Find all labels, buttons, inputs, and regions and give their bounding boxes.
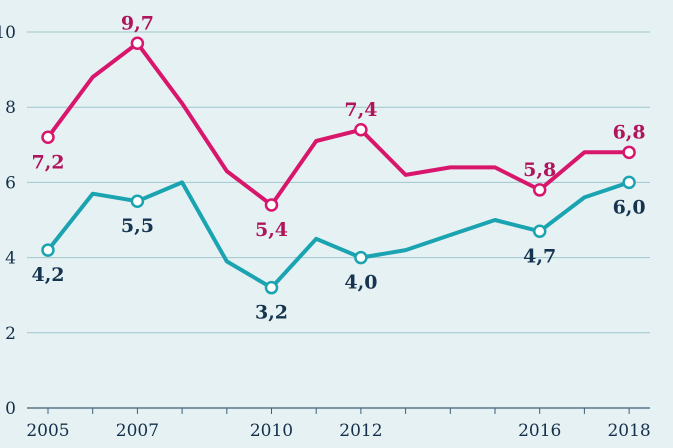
series-line-1 [46,180,632,290]
data-label-0-2018: 6,8 [613,121,646,143]
x-tick-label-2010: 2010 [250,421,293,441]
data-point-1-2018 [622,175,636,190]
data-label-1-2012: 4,0 [344,272,377,294]
data-label-1-2005: 4,2 [31,264,64,286]
series-group [41,36,636,295]
x-tick-label-2016: 2016 [518,421,561,441]
data-point-0-2007 [130,36,145,51]
y-tick-label-6: 6 [5,173,16,193]
series-line-0 [46,41,632,207]
data-labels: 7,2 9,7 5,4 7,4 5,8 6,8 4,2 5,5 3,2 4,0 4,7 6,0 [31,12,645,323]
y-tick-label-10: 10 [0,23,16,43]
data-point-1-2007 [130,194,145,208]
data-point-1-2010 [264,280,279,295]
x-axis-ticks: 2005 2007 2010 2012 2016 2018 [26,408,651,441]
data-point-0-2005 [41,130,55,145]
data-label-0-2007: 9,7 [121,12,154,34]
data-label-1-2007: 5,5 [121,215,154,237]
grid-lines [27,31,650,409]
x-tick-label-2007: 2007 [116,421,159,441]
data-label-0-2016: 5,8 [523,159,556,181]
y-axis-ticks: 0 2 4 6 8 10 [0,23,16,419]
y-tick-label-4: 4 [5,249,16,269]
y-tick-label-8: 8 [5,98,16,118]
data-label-1-2016: 4,7 [523,245,556,267]
data-point-1-2012 [354,250,368,265]
x-tick-label-2012: 2012 [339,421,382,441]
data-label-1-2018: 6,0 [613,196,646,218]
data-point-1-2005 [41,243,55,257]
x-tick-label-2018: 2018 [607,421,650,441]
data-point-0-2010 [264,198,279,212]
data-label-0-2010: 5,4 [255,219,288,241]
y-tick-label-0: 0 [5,399,16,419]
data-label-0-2012: 7,4 [344,99,377,121]
data-point-1-2016 [532,224,547,239]
data-point-0-2018 [622,145,636,160]
y-tick-label-2: 2 [5,324,16,344]
x-tick-label-2005: 2005 [26,421,69,441]
data-point-0-2016 [532,183,547,197]
data-label-1-2010: 3,2 [255,302,288,324]
data-label-0-2005: 7,2 [31,151,64,173]
data-point-0-2012 [354,123,368,137]
